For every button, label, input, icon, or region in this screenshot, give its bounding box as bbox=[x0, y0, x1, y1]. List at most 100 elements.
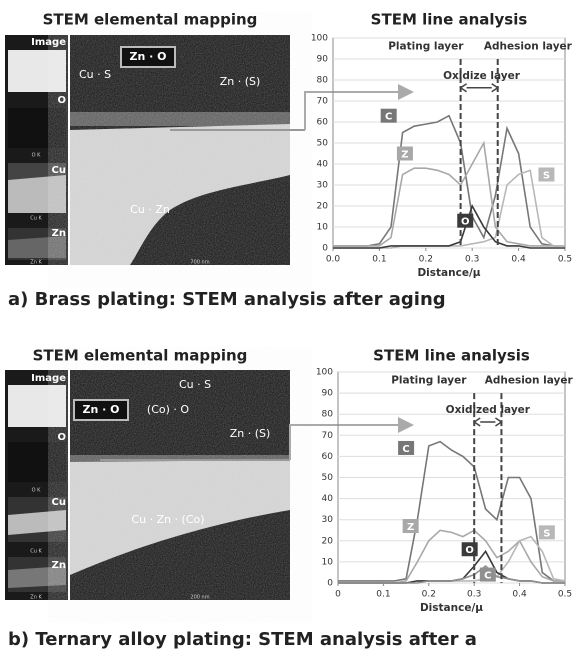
y-tick-label: 10 bbox=[317, 223, 329, 233]
series-label: C bbox=[484, 571, 491, 582]
thumbnail-label: O bbox=[57, 432, 66, 443]
y-tick-label: 60 bbox=[317, 118, 329, 128]
x-tick-label: 0.0 bbox=[326, 255, 341, 265]
thumbnail-note: Cu K bbox=[30, 216, 42, 222]
x-tick-label: 0.3 bbox=[465, 255, 479, 265]
series-label: O bbox=[465, 545, 474, 556]
chart-title: STEM line analysis bbox=[373, 347, 530, 365]
series-line bbox=[333, 140, 565, 247]
y-tick-label: 90 bbox=[317, 55, 329, 65]
thumbnail-note: Zn K bbox=[30, 595, 42, 601]
series-label: Z bbox=[407, 522, 414, 533]
y-tick-label: 60 bbox=[322, 452, 334, 462]
thumbnail-note: Zn K bbox=[30, 260, 42, 266]
y-tick-label: 30 bbox=[317, 181, 329, 191]
series-label: S bbox=[543, 528, 550, 539]
thumbnail-label: Zn bbox=[52, 560, 66, 571]
annotation: Adhesion layer bbox=[484, 40, 573, 52]
micrograph-b bbox=[5, 370, 414, 600]
y-tick-label: 30 bbox=[322, 515, 334, 525]
y-tick-label: 100 bbox=[316, 368, 333, 378]
thumbnail-label: Cu bbox=[52, 497, 66, 508]
mapping-label: Cu · Zn bbox=[130, 203, 170, 216]
x-tick-label: 0 bbox=[335, 590, 341, 600]
mapping-label: Zn · O bbox=[83, 403, 120, 416]
series-line bbox=[338, 549, 565, 584]
series-line bbox=[338, 529, 565, 584]
series-label: O bbox=[461, 217, 470, 228]
x-axis-label: Distance/μ bbox=[420, 602, 483, 614]
series-label-box bbox=[538, 525, 555, 540]
chart-title: STEM line analysis bbox=[371, 11, 528, 29]
series-line bbox=[338, 440, 565, 582]
y-tick-label: 70 bbox=[322, 431, 334, 441]
x-tick-label: 0.3 bbox=[467, 590, 481, 600]
y-tick-label: 40 bbox=[322, 494, 334, 504]
oxidize-arrow bbox=[459, 83, 500, 93]
thumbnail-label: Image bbox=[31, 373, 66, 384]
annotation: Adhesion layer bbox=[485, 374, 573, 386]
thumbnail-note: Cu K bbox=[30, 549, 42, 555]
mapping-label: (Co) · O bbox=[147, 403, 189, 416]
series-label-box bbox=[380, 108, 397, 123]
series-line bbox=[333, 203, 565, 249]
caption: a) Brass plating: STEM analysis after ag… bbox=[8, 289, 446, 310]
y-tick-label: 90 bbox=[322, 389, 334, 399]
series-label-box bbox=[479, 567, 496, 582]
thumbnail-note: O K bbox=[32, 153, 42, 159]
scale-bar: 700 nm bbox=[190, 260, 209, 266]
y-tick-label: 80 bbox=[317, 76, 329, 86]
mapping-label: Zn · (S) bbox=[230, 427, 271, 440]
series-label-box bbox=[461, 542, 478, 557]
y-tick-label: 40 bbox=[317, 160, 329, 170]
y-tick-label: 50 bbox=[322, 473, 334, 483]
x-axis-label: Distance/μ bbox=[417, 267, 480, 279]
mapping-label: Cu · Zn · (Co) bbox=[131, 513, 204, 526]
micrograph-a bbox=[5, 35, 414, 265]
annotation: Plating layer bbox=[388, 40, 464, 52]
y-tick-label: 70 bbox=[317, 97, 329, 107]
mapping-title: STEM elemental mapping bbox=[33, 347, 248, 365]
oxidize-arrow bbox=[472, 417, 503, 427]
mapping-label: Cu · S bbox=[179, 378, 211, 391]
x-tick-label: 0.2 bbox=[422, 590, 436, 600]
series-label-box bbox=[457, 213, 474, 228]
scale-bar: 200 nm bbox=[190, 595, 209, 601]
y-tick-label: 0 bbox=[322, 244, 328, 254]
annotation: Plating layer bbox=[391, 374, 467, 386]
label-box bbox=[120, 46, 176, 68]
label-box bbox=[73, 399, 129, 421]
series-label: C bbox=[402, 444, 409, 455]
mapping-label: Zn · (S) bbox=[220, 75, 261, 88]
mapping-title: STEM elemental mapping bbox=[43, 11, 258, 29]
series-line bbox=[333, 114, 565, 247]
x-tick-label: 0.5 bbox=[558, 590, 572, 600]
series-label-box bbox=[398, 440, 415, 455]
thumbnail-label: Cu bbox=[52, 165, 66, 176]
thumbnail-label: Image bbox=[31, 37, 66, 48]
x-tick-label: 0.5 bbox=[558, 255, 572, 265]
series-label: Z bbox=[401, 150, 408, 161]
caption: b) Ternary alloy plating: STEM analysis … bbox=[8, 629, 477, 650]
y-tick-label: 20 bbox=[322, 536, 334, 546]
series-label: C bbox=[385, 112, 392, 123]
annotation: Oxidize layer bbox=[443, 70, 521, 82]
y-tick-label: 20 bbox=[317, 202, 329, 212]
y-tick-label: 100 bbox=[311, 34, 328, 44]
y-tick-label: 0 bbox=[327, 579, 333, 589]
x-tick-label: 0.4 bbox=[511, 255, 526, 265]
x-tick-label: 0.1 bbox=[376, 590, 390, 600]
mapping-label: Zn · O bbox=[130, 50, 167, 63]
thumbnail-label: Zn bbox=[52, 228, 66, 239]
series-line bbox=[338, 535, 566, 584]
x-tick-label: 0.1 bbox=[372, 255, 386, 265]
y-tick-label: 10 bbox=[322, 557, 334, 567]
series-line bbox=[338, 565, 565, 584]
thumbnail-label: O bbox=[57, 95, 66, 106]
series-label-box bbox=[402, 519, 419, 534]
x-tick-label: 0.2 bbox=[419, 255, 433, 265]
x-tick-label: 0.4 bbox=[512, 590, 527, 600]
annotation: Oxidized layer bbox=[446, 404, 531, 416]
y-tick-label: 50 bbox=[317, 139, 329, 149]
